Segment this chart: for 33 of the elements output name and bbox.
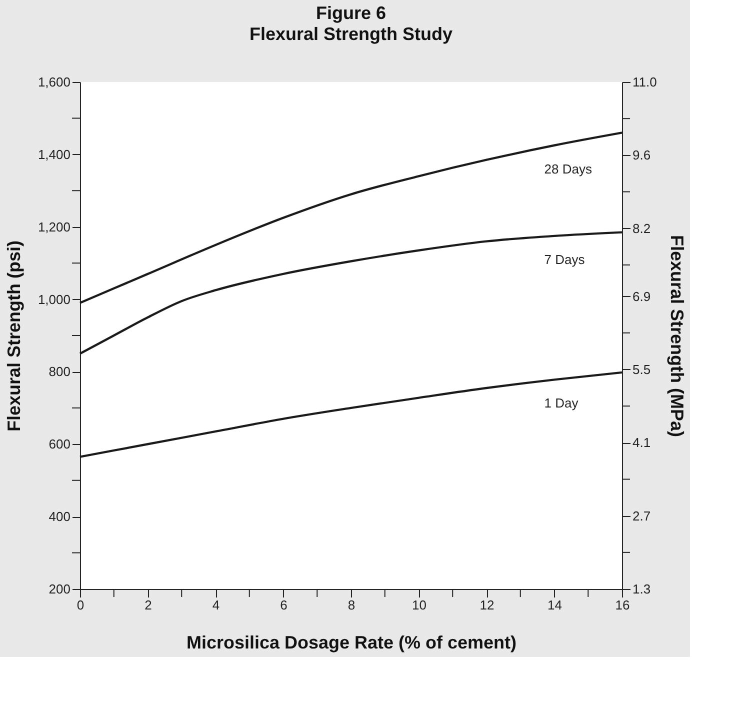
y2-axis-title: Flexural Strength (MPa) [666, 234, 687, 438]
x-tick-label: 6 [280, 598, 288, 612]
x-tick-label: 14 [548, 598, 562, 612]
y2-tick-label: 2.7 [632, 508, 651, 524]
y-tick-label: 1,400 [38, 146, 70, 162]
y2-tick-label: 1.3 [632, 582, 651, 596]
x-tick-label: 0 [76, 598, 84, 612]
y2-tick-label: 5.5 [632, 362, 651, 377]
y2-tick-label: 9.6 [632, 148, 651, 163]
y-tick-label: 800 [48, 364, 70, 380]
y2-tick-label: 4.1 [632, 435, 651, 450]
y2-tick-label: 8.2 [632, 220, 651, 236]
x-tick-label: 2 [144, 598, 152, 612]
chart-title: Figure 6 [316, 3, 386, 23]
y-axis-title: Flexural Strength (psi) [4, 240, 24, 432]
chart-subtitle: Flexural Strength Study [249, 24, 453, 44]
y2-tick-label: 6.9 [632, 288, 651, 304]
series-label: 28 Days [544, 161, 592, 176]
y2-tick-label: 11.0 [632, 74, 657, 90]
y-tick-label: 200 [48, 582, 70, 596]
y-tick-label: 600 [48, 436, 70, 452]
y-tick-label: 1,600 [38, 74, 70, 90]
series-label: 7 Days [544, 252, 586, 267]
y-tick-label: 1,200 [38, 219, 70, 234]
x-axis-title: Microsilica Dosage Rate (% of cement) [186, 632, 517, 652]
x-tick-label: 16 [615, 598, 630, 612]
series-label: 1 Day [544, 396, 579, 411]
x-tick-label: 12 [480, 598, 494, 612]
y-tick-label: 1,000 [38, 292, 70, 307]
x-tick-label: 4 [212, 598, 220, 612]
y-tick-label: 400 [48, 509, 70, 524]
x-tick-label: 8 [348, 598, 356, 612]
x-tick-label: 10 [412, 598, 426, 612]
